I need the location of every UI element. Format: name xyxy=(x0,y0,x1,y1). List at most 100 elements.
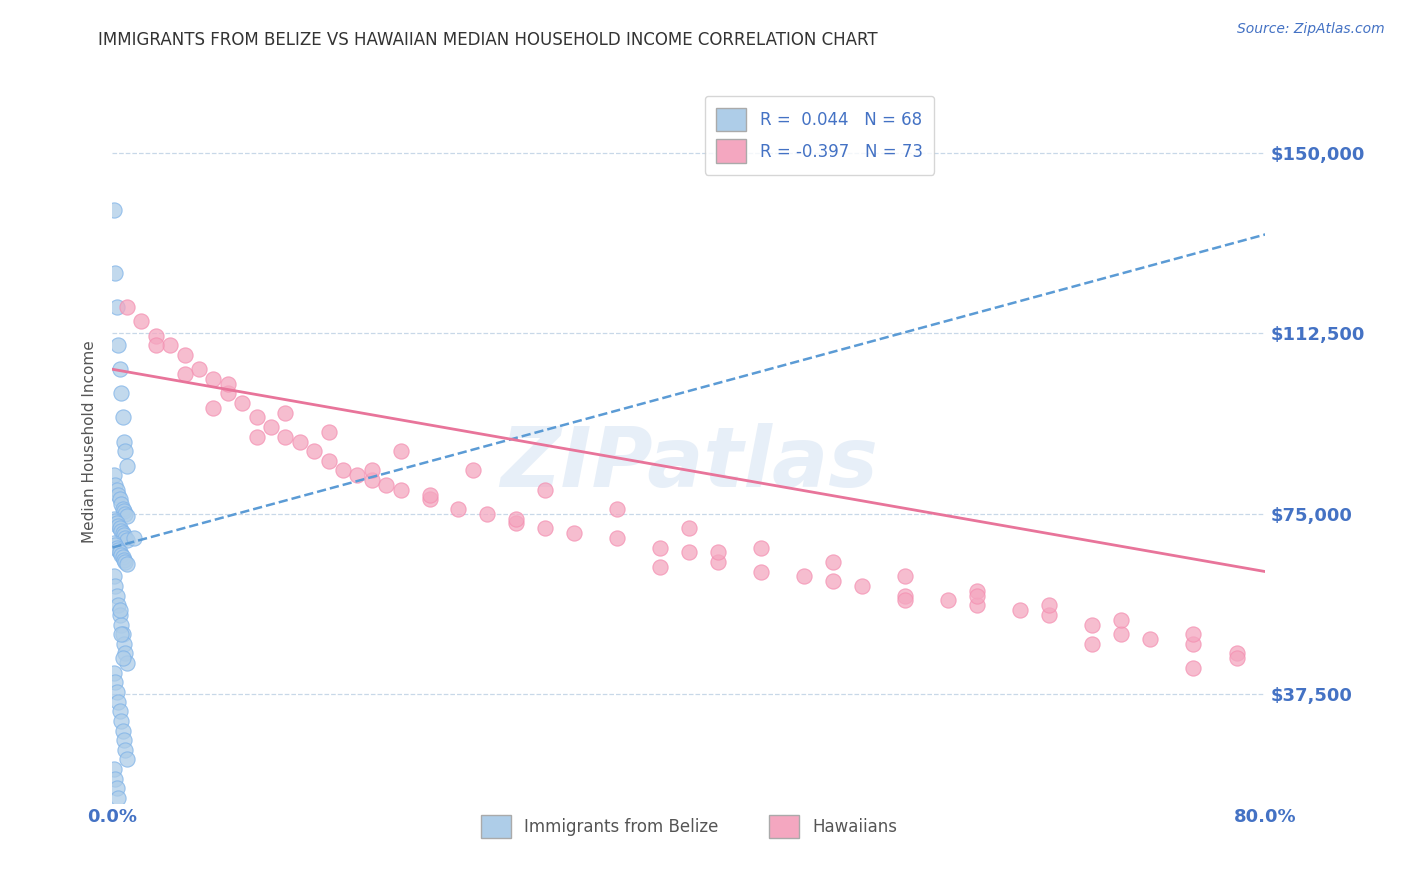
Point xyxy=(114,555,136,569)
Point xyxy=(103,665,125,680)
Point xyxy=(105,483,128,497)
Point xyxy=(894,569,917,583)
Point xyxy=(110,714,132,728)
Point xyxy=(562,526,585,541)
Point xyxy=(115,752,138,766)
Point xyxy=(104,266,127,280)
Point xyxy=(534,483,557,497)
Point xyxy=(115,458,138,473)
Point xyxy=(107,599,129,613)
Point xyxy=(1226,647,1249,661)
Point xyxy=(1010,603,1032,617)
Point xyxy=(1081,617,1104,632)
Point xyxy=(114,743,136,757)
Point xyxy=(1182,661,1205,675)
Point xyxy=(966,599,988,613)
Point xyxy=(111,410,134,425)
Point xyxy=(104,675,127,690)
Point xyxy=(108,492,131,507)
Point xyxy=(375,478,398,492)
Point xyxy=(112,434,135,449)
Point xyxy=(505,516,527,531)
Point xyxy=(107,338,129,352)
Point xyxy=(112,733,135,747)
Point xyxy=(1038,607,1060,622)
Point xyxy=(606,531,628,545)
Point xyxy=(110,548,132,562)
Point xyxy=(110,524,132,538)
Point xyxy=(103,535,125,549)
Point xyxy=(145,328,167,343)
Point xyxy=(1038,599,1060,613)
Point xyxy=(103,762,125,776)
Point xyxy=(108,521,131,535)
Point xyxy=(966,589,988,603)
Point xyxy=(112,504,135,518)
Point xyxy=(1111,613,1133,627)
Point xyxy=(361,463,384,477)
Point xyxy=(346,468,368,483)
Point xyxy=(173,348,195,362)
Point xyxy=(108,704,131,718)
Point xyxy=(894,593,917,607)
Point xyxy=(107,487,129,501)
Point xyxy=(304,444,326,458)
Point xyxy=(111,502,134,516)
Point xyxy=(419,492,441,507)
Point xyxy=(851,579,873,593)
Point xyxy=(111,550,134,565)
Point xyxy=(103,569,125,583)
Point xyxy=(288,434,311,449)
Point xyxy=(332,463,354,477)
Point xyxy=(318,454,340,468)
Point xyxy=(389,444,412,458)
Point xyxy=(707,555,730,569)
Point xyxy=(114,647,136,661)
Point xyxy=(821,555,844,569)
Point xyxy=(650,541,672,555)
Legend: Immigrants from Belize, Hawaiians: Immigrants from Belize, Hawaiians xyxy=(474,808,904,845)
Point xyxy=(104,772,127,786)
Point xyxy=(107,791,129,805)
Point xyxy=(122,531,145,545)
Point xyxy=(1182,627,1205,641)
Point xyxy=(129,314,153,328)
Point xyxy=(505,511,527,525)
Point xyxy=(202,372,225,386)
Point xyxy=(274,430,297,444)
Point xyxy=(115,656,138,670)
Point xyxy=(112,528,135,542)
Point xyxy=(107,542,129,557)
Point xyxy=(1226,651,1249,665)
Point xyxy=(938,593,960,607)
Point xyxy=(105,781,128,796)
Point xyxy=(793,569,815,583)
Point xyxy=(650,559,672,574)
Point xyxy=(107,519,129,533)
Point xyxy=(318,425,340,439)
Point xyxy=(749,541,772,555)
Point xyxy=(821,574,844,589)
Point xyxy=(103,511,125,525)
Point xyxy=(419,487,441,501)
Point xyxy=(110,497,132,511)
Point xyxy=(202,401,225,415)
Point xyxy=(114,444,136,458)
Point xyxy=(112,552,135,566)
Point xyxy=(107,695,129,709)
Point xyxy=(678,521,700,535)
Point xyxy=(188,362,211,376)
Point xyxy=(1081,637,1104,651)
Point xyxy=(115,558,138,572)
Point xyxy=(110,386,132,401)
Point xyxy=(115,509,138,524)
Point xyxy=(104,478,127,492)
Point xyxy=(260,420,283,434)
Point xyxy=(447,502,470,516)
Point xyxy=(110,627,132,641)
Point xyxy=(1139,632,1161,646)
Point xyxy=(104,514,127,528)
Point xyxy=(159,338,181,352)
Point xyxy=(108,607,131,622)
Text: Source: ZipAtlas.com: Source: ZipAtlas.com xyxy=(1237,22,1385,37)
